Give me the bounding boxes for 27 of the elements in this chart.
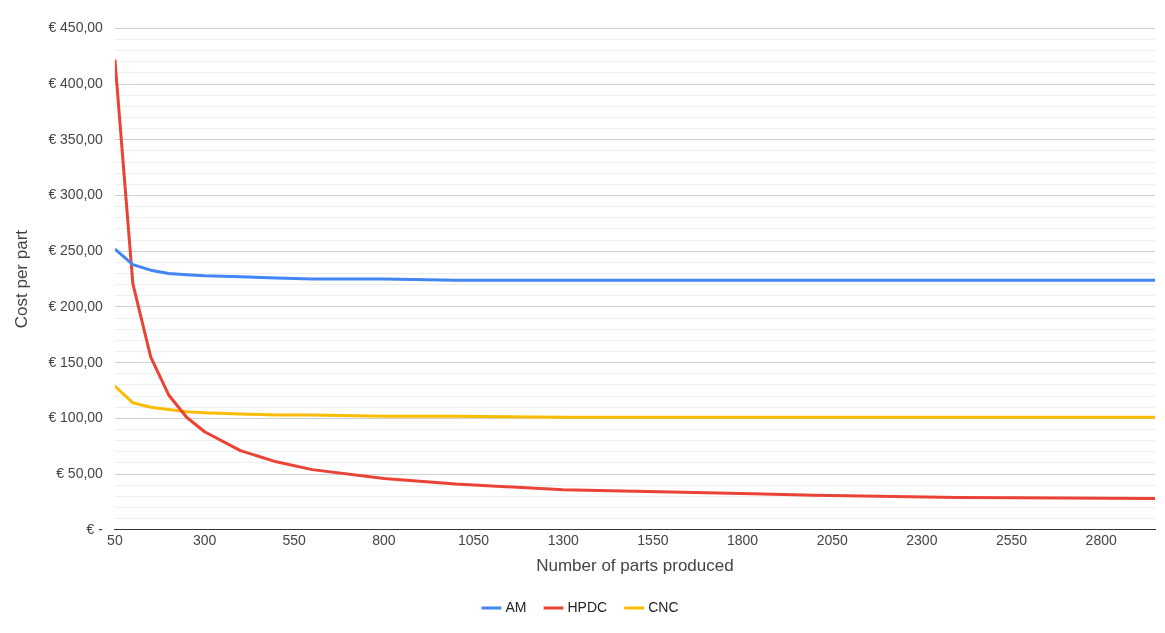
y-tick-label: € 300,00 — [48, 186, 104, 203]
x-tick-label: 2300 — [906, 532, 938, 549]
y-tick-label: € 250,00 — [48, 242, 104, 259]
y-axis-title: Cost per part — [11, 229, 31, 329]
y-tick-label: € 350,00 — [48, 130, 104, 147]
y-tick-label: € 450,00 — [48, 19, 104, 36]
y-tick-label: € 200,00 — [48, 297, 104, 314]
x-tick-label: 800 — [372, 532, 396, 549]
x-axis-title: Number of parts produced — [536, 556, 734, 576]
x-tick-label: 300 — [192, 532, 217, 549]
y-tick-label: € - — [86, 520, 104, 537]
x-tick-label: 1300 — [547, 532, 579, 549]
x-tick-label: 1550 — [637, 532, 669, 549]
x-tick-label: 550 — [282, 532, 307, 549]
x-tick-label: 1800 — [726, 532, 759, 549]
y-tick-label: € 150,00 — [48, 353, 104, 370]
y-tick-label: € 100,00 — [48, 409, 104, 426]
legend-label: AM — [505, 598, 527, 615]
y-tick-label: € 400,00 — [48, 74, 104, 91]
x-tick-label: 1050 — [457, 532, 490, 549]
y-tick-label: € 50,00 — [56, 464, 104, 481]
x-tick-label: 2050 — [816, 532, 848, 549]
x-tick-label: 2800 — [1085, 532, 1117, 549]
legend-label: HPDC — [567, 598, 608, 615]
legend-label: CNC — [648, 598, 679, 615]
x-tick-label: 50 — [107, 532, 123, 549]
x-tick-label: 2550 — [995, 532, 1028, 549]
